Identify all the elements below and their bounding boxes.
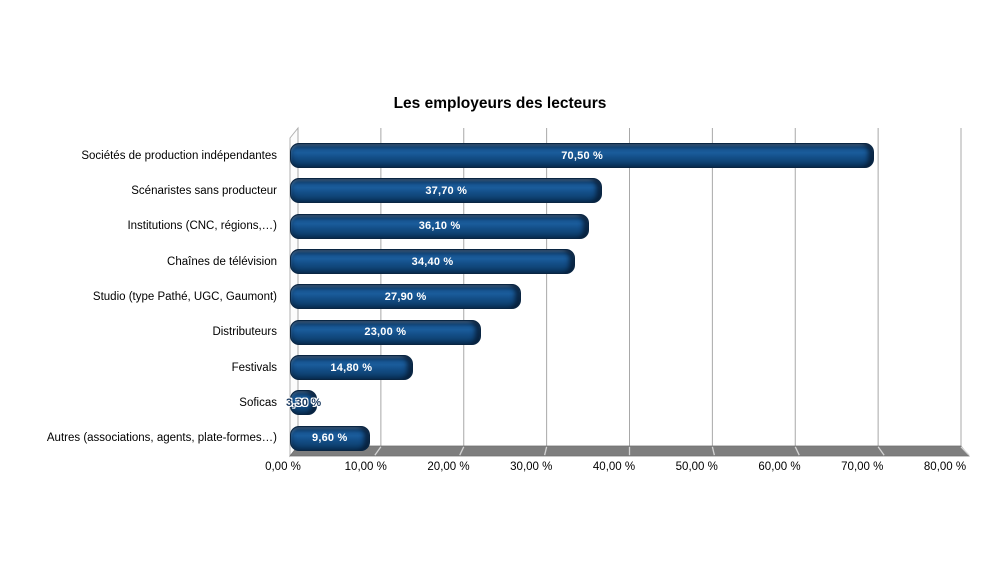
x-tick-label: 80,00 % bbox=[923, 461, 967, 473]
bar-row: 27,90 % bbox=[290, 279, 953, 314]
bar bbox=[290, 143, 875, 169]
category-axis: Sociétés de production indépendantes Scén… bbox=[0, 138, 282, 456]
x-tick-label: 70,00 % bbox=[841, 461, 884, 473]
bar bbox=[290, 319, 481, 345]
x-tick-label: 60,00 % bbox=[758, 461, 801, 473]
x-tick-label: 30,00 % bbox=[510, 461, 553, 473]
bar-row: 34,40 % bbox=[290, 244, 953, 279]
bar bbox=[290, 390, 318, 416]
floor-streak bbox=[374, 446, 382, 456]
bars-area: 70,50 % 37,70 % 36,10 % 34,40 % 27,90 % 23,00… bbox=[286, 138, 953, 456]
category-label: Festivals bbox=[231, 361, 277, 374]
x-tick-label: 40,00 % bbox=[592, 461, 636, 473]
value-axis: 0,00 % 10,00 % 20,00 % 30,00 % 40,00 % 50,00 … bbox=[265, 461, 966, 477]
category-label: Studio (type Pathé, UGC, Gaumont) bbox=[92, 290, 277, 303]
bar-row: 23,00 % bbox=[290, 315, 953, 350]
category-label: Autres (associations, agents, plate-form… bbox=[46, 432, 277, 445]
bar-value-label: 14,80 % bbox=[330, 361, 373, 374]
category-label: Scénaristes sans producteur bbox=[131, 184, 277, 197]
bar-value-label: 9,60 % bbox=[312, 432, 348, 445]
bar bbox=[290, 284, 522, 310]
bar-value-label: 27,90 % bbox=[384, 290, 427, 303]
bar-value-label: 23,00 % bbox=[364, 326, 407, 339]
category-label: Distributeurs bbox=[212, 326, 277, 339]
floor-streak bbox=[960, 446, 970, 456]
bar-value-label: 70,50 % bbox=[561, 149, 604, 162]
bar-value-label: 37,70 % bbox=[425, 184, 468, 197]
x-tick-label: 10,00 % bbox=[344, 461, 387, 473]
bar-row: 3,30 % bbox=[286, 385, 953, 420]
x-tick-label: 50,00 % bbox=[675, 461, 718, 473]
floor-streak bbox=[794, 446, 800, 456]
bar-value-label: 34,40 % bbox=[411, 255, 454, 268]
bar bbox=[290, 249, 576, 275]
category-label: Chaînes de télévision bbox=[167, 255, 277, 268]
chart-title: Les employeurs des lecteurs bbox=[393, 95, 607, 112]
bar-row: 14,80 % bbox=[290, 350, 953, 385]
x-tick-label: 0,00 % bbox=[265, 461, 301, 473]
floor-streak bbox=[877, 446, 885, 456]
category-label: Institutions (CNC, régions,…) bbox=[127, 220, 277, 233]
bar bbox=[290, 425, 370, 451]
bar-row: 70,50 % bbox=[290, 138, 953, 173]
bar bbox=[290, 355, 413, 381]
floor-streak bbox=[543, 446, 548, 456]
category-label: Soficas bbox=[239, 396, 277, 409]
bar-row: 36,10 % bbox=[290, 209, 953, 244]
bar bbox=[290, 178, 603, 204]
floor-streak bbox=[711, 446, 716, 456]
bar-row: 37,70 % bbox=[290, 173, 953, 208]
bar bbox=[290, 213, 590, 239]
floor-streak bbox=[459, 446, 465, 456]
x-tick-label: 20,00 % bbox=[427, 461, 470, 473]
category-label: Sociétés de production indépendantes bbox=[81, 149, 277, 162]
bar-value-label: 36,10 % bbox=[418, 220, 461, 233]
bar-value-label: 3,30 % bbox=[285, 396, 322, 409]
bar-row: 9,60 % bbox=[290, 421, 953, 456]
